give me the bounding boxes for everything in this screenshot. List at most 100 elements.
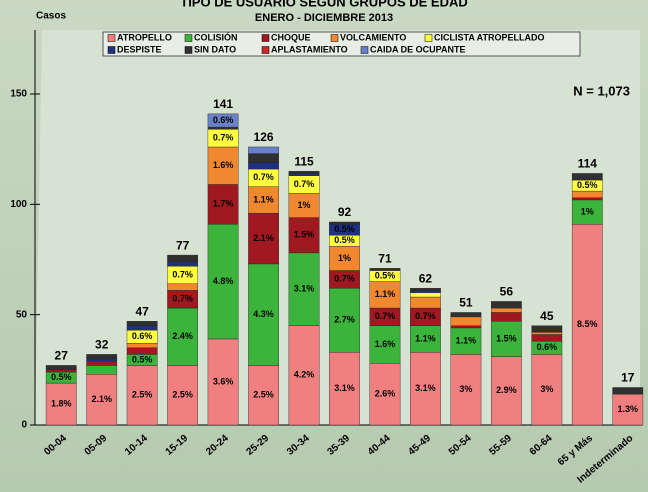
data-label: 2.1% bbox=[253, 233, 274, 243]
bar-segment bbox=[86, 354, 118, 359]
bar-segment bbox=[410, 290, 441, 293]
data-label: 1.6% bbox=[213, 160, 234, 170]
legend-swatch bbox=[424, 34, 433, 42]
data-label: 1.1% bbox=[415, 333, 436, 343]
total-label: 17 bbox=[621, 371, 635, 385]
bar-segment bbox=[490, 301, 522, 309]
data-label: 2.1% bbox=[91, 394, 112, 404]
bar-segment bbox=[450, 312, 482, 318]
data-label: 2.9% bbox=[496, 385, 517, 395]
data-label: 0.7% bbox=[334, 274, 355, 284]
total-label: 45 bbox=[540, 309, 554, 323]
legend-label: DESPISTE bbox=[117, 44, 162, 54]
bar-segment bbox=[531, 332, 563, 335]
bar-segment bbox=[126, 325, 158, 331]
bar-segment bbox=[167, 254, 199, 262]
total-label: 62 bbox=[419, 271, 433, 285]
legend-label: CICLISTA ATROPELLADO bbox=[434, 32, 545, 42]
legend-label: COLISIÓN bbox=[194, 31, 238, 42]
data-label: 1% bbox=[298, 200, 311, 210]
legend-swatch bbox=[107, 46, 116, 54]
bar-segment bbox=[612, 393, 644, 426]
bar-segment bbox=[571, 199, 603, 225]
data-label: 4.3% bbox=[253, 309, 274, 319]
bar-segment bbox=[45, 365, 77, 371]
bar-segment bbox=[410, 287, 441, 291]
total-label: 92 bbox=[338, 205, 352, 219]
bar-segment bbox=[167, 307, 199, 366]
legend-box bbox=[102, 31, 581, 57]
total-label: 141 bbox=[213, 97, 233, 111]
bar-segment bbox=[207, 223, 239, 340]
data-label: 0.5% bbox=[132, 354, 153, 364]
chart-subtitle: ENERO - DICIEMBRE 2013 bbox=[255, 12, 393, 24]
legend-swatch bbox=[184, 34, 193, 42]
bar-segment bbox=[126, 343, 158, 348]
total-label: 47 bbox=[135, 304, 149, 318]
bar-segment bbox=[329, 221, 360, 225]
bar-segment bbox=[86, 365, 118, 375]
data-label: 3% bbox=[540, 384, 553, 394]
data-label: 0.5% bbox=[577, 180, 598, 190]
bar-segment bbox=[450, 327, 482, 355]
bar-segment bbox=[248, 186, 279, 214]
data-label: 0.7% bbox=[294, 179, 315, 189]
total-label: 114 bbox=[578, 157, 598, 171]
data-label: 1.8% bbox=[51, 398, 72, 408]
data-label: 0.5% bbox=[51, 372, 72, 382]
annotation: N = 1,073 bbox=[573, 83, 630, 98]
bar-segment bbox=[288, 193, 320, 218]
bar-segment bbox=[167, 365, 199, 426]
total-label: 77 bbox=[176, 238, 190, 252]
legend-swatch bbox=[184, 46, 193, 54]
data-label: 2.5% bbox=[253, 390, 274, 400]
bar-segment bbox=[288, 325, 320, 426]
bar-segment bbox=[207, 338, 239, 426]
data-label: 2.7% bbox=[334, 315, 355, 325]
data-label: 0.7% bbox=[253, 172, 274, 182]
total-label: 71 bbox=[378, 251, 392, 265]
bar-segment bbox=[126, 365, 158, 426]
y-axis-label: Casos bbox=[36, 11, 66, 22]
total-label: 56 bbox=[500, 285, 514, 299]
bar-segment bbox=[248, 162, 279, 170]
legend-label: APLASTAMIENTO bbox=[271, 44, 348, 54]
data-label: 2.6% bbox=[375, 388, 396, 398]
bar-segment bbox=[167, 283, 199, 291]
bar-segment bbox=[490, 321, 522, 357]
data-label: 0.7% bbox=[415, 311, 436, 321]
data-label: 0.5% bbox=[334, 224, 355, 234]
bar-segment bbox=[369, 363, 401, 426]
data-label: 0.6% bbox=[132, 331, 153, 341]
bar-segment bbox=[531, 354, 563, 426]
bar-segment bbox=[531, 325, 563, 333]
data-label: 3.1% bbox=[334, 383, 355, 393]
bar-segment bbox=[86, 360, 118, 366]
data-label: 0.7% bbox=[172, 269, 193, 279]
bar-segment bbox=[571, 223, 603, 426]
bar-segment bbox=[410, 292, 441, 298]
data-label: 4.8% bbox=[213, 276, 234, 286]
total-label: 126 bbox=[254, 130, 274, 144]
bar-segment bbox=[248, 146, 279, 154]
bar-segment bbox=[207, 113, 239, 128]
data-label: 1.5% bbox=[496, 333, 517, 343]
data-label: 1.1% bbox=[253, 194, 274, 204]
bar-segment bbox=[571, 173, 603, 181]
bar-segment bbox=[490, 307, 522, 313]
total-label: 27 bbox=[55, 349, 69, 363]
chart-title: TIPO DE USUARIO SEGUN GRUPOS DE EDAD bbox=[180, 0, 467, 9]
data-label: 1.1% bbox=[456, 336, 477, 346]
total-label: 115 bbox=[294, 154, 314, 168]
y-tick-label: 0 bbox=[21, 420, 27, 431]
legend-label: CAIDA DE OCUPANTE bbox=[370, 44, 466, 54]
data-label: 2.5% bbox=[172, 390, 193, 400]
bar-segment bbox=[531, 334, 563, 342]
bar-segment bbox=[571, 197, 603, 201]
bar-segment bbox=[207, 184, 239, 225]
y-tick-label: 100 bbox=[10, 199, 27, 210]
bar-segment bbox=[45, 382, 77, 426]
data-label: 2.5% bbox=[132, 390, 153, 400]
data-label: 1% bbox=[581, 206, 594, 216]
data-label: 0.6% bbox=[213, 115, 234, 125]
